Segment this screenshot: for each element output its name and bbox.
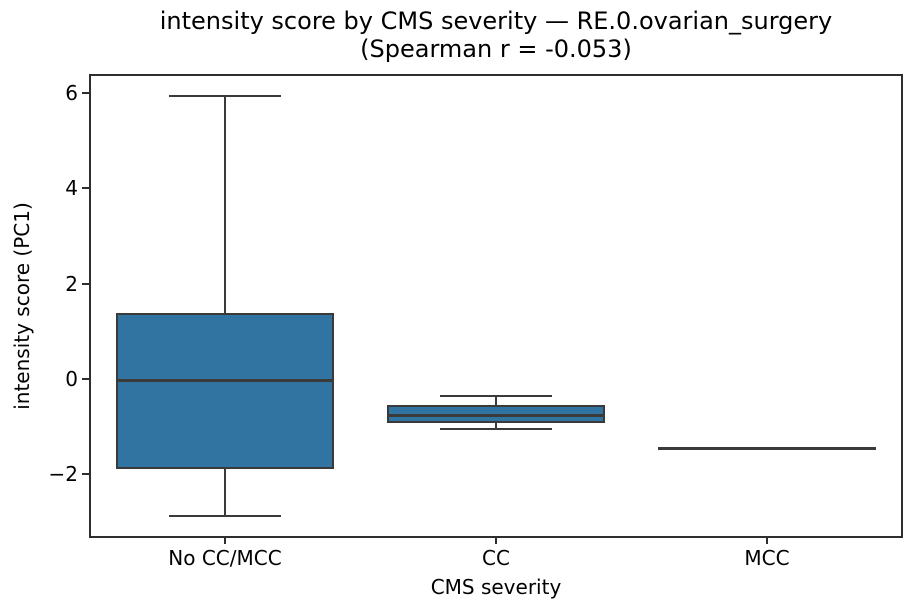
y-tick: [82, 187, 89, 189]
x-tick: [224, 537, 226, 544]
x-tick: [766, 537, 768, 544]
box-whisker-lower: [495, 423, 497, 429]
x-axis-label: CMS severity: [430, 575, 562, 599]
box-rect: [116, 313, 334, 469]
x-tick-label: CC: [482, 546, 510, 570]
x-tick: [495, 537, 497, 544]
chart-title-line1: intensity score by CMS severity — RE.0.o…: [159, 7, 833, 35]
box-median-line: [387, 414, 605, 417]
box-whisker-lower: [224, 468, 226, 515]
box-cap-upper: [440, 395, 552, 397]
y-tick: [82, 283, 89, 285]
y-tick-label: 6: [65, 81, 78, 105]
x-tick-label: No CC/MCC: [168, 546, 282, 570]
y-tick-label: 4: [65, 176, 78, 200]
box-cap-upper: [169, 95, 281, 97]
box-median-line: [116, 379, 334, 382]
y-tick: [82, 378, 89, 380]
y-tick-label: −2: [48, 462, 78, 486]
box-cap-lower: [440, 428, 552, 430]
box-whisker-upper: [224, 96, 226, 313]
box-degenerate-line: [658, 447, 876, 450]
y-tick-label: 0: [65, 367, 78, 391]
y-tick-label: 2: [65, 272, 78, 296]
chart-title: intensity score by CMS severity — RE.0.o…: [90, 7, 902, 63]
x-tick-label: MCC: [744, 546, 790, 570]
chart-title-line2: (Spearman r = -0.053): [360, 35, 632, 63]
box-cap-lower: [169, 515, 281, 517]
y-tick: [82, 473, 89, 475]
box-whisker-upper: [495, 396, 497, 405]
y-tick: [82, 92, 89, 94]
